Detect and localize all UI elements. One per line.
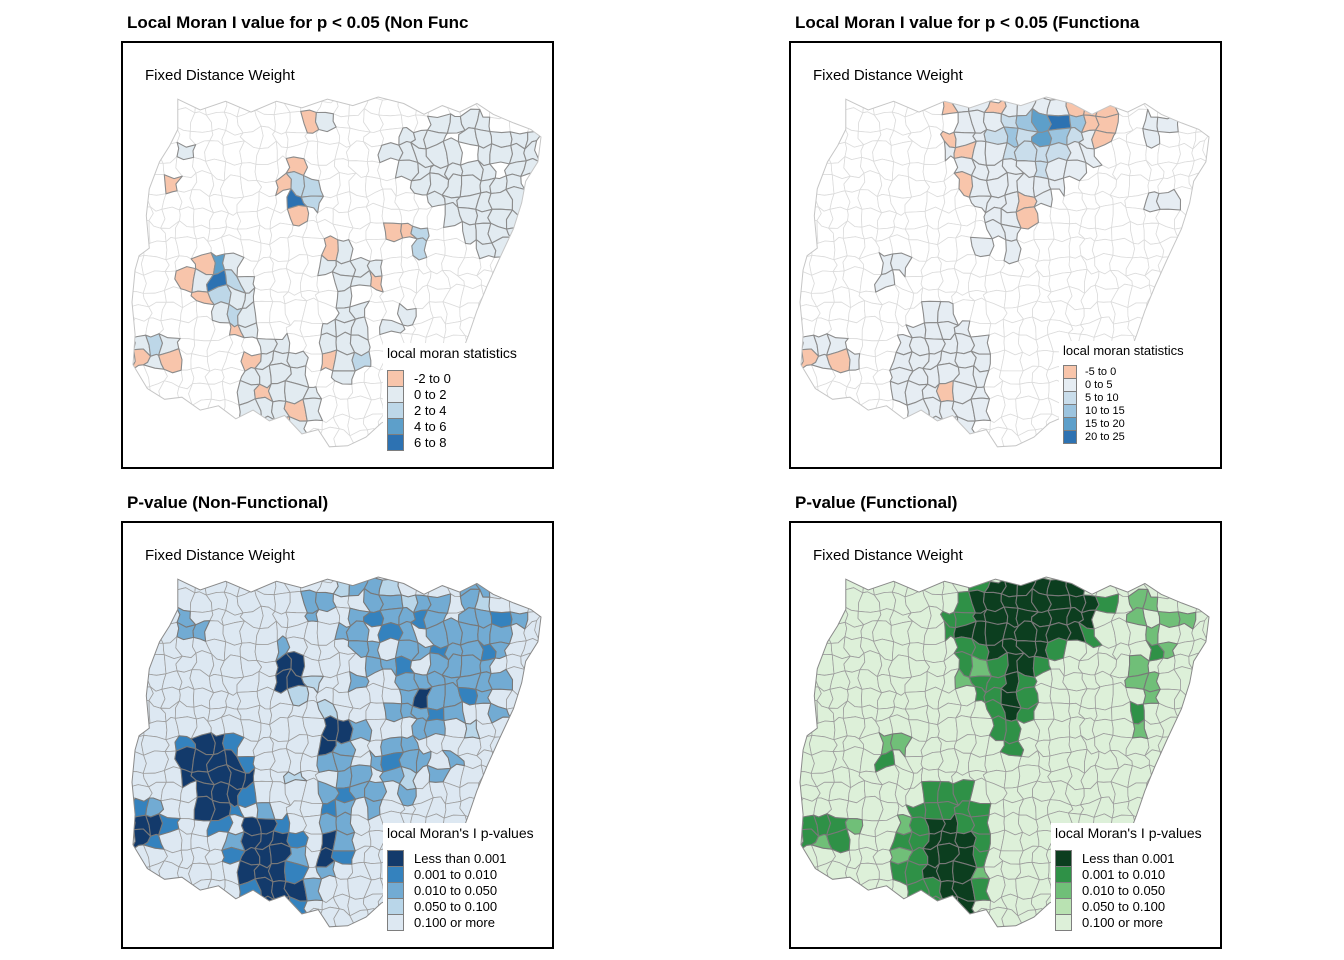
panel-title: Local Moran I value for p < 0.05 (Non Fu…	[127, 13, 469, 32]
legend-swatch	[387, 914, 404, 931]
panel-pvalue-nonfunctional: P-value (Non-Functional) Fixed Distance …	[121, 492, 554, 949]
weight-method-label: Fixed Distance Weight	[813, 547, 963, 564]
legend-item-label: 0.100 or more	[414, 915, 495, 930]
legend-swatch	[1063, 365, 1077, 379]
legend-item: 0.010 to 0.050	[1053, 882, 1202, 899]
legend-swatch	[387, 434, 404, 451]
legend-item: 5 to 10	[1061, 391, 1184, 405]
legend-item: 0.050 to 0.100	[385, 898, 534, 915]
legend-title: local Moran's I p-values	[1055, 825, 1202, 841]
legend-swatch	[387, 850, 404, 867]
legend-item-label: Less than 0.001	[1082, 851, 1175, 866]
legend-item-label: 6 to 8	[414, 435, 447, 450]
legend-swatch	[387, 402, 404, 419]
legend-swatch	[1055, 882, 1072, 899]
legend-item-label: 2 to 4	[414, 403, 447, 418]
legend-swatch	[387, 898, 404, 915]
legend-item-label: 0.100 or more	[1082, 915, 1163, 930]
legend-swatch	[387, 386, 404, 403]
legend-swatch	[1055, 866, 1072, 883]
map-legend: local Moran's I p-values Less than 0.001…	[383, 823, 540, 937]
weight-method-label: Fixed Distance Weight	[145, 547, 295, 564]
legend-swatch	[387, 866, 404, 883]
legend-item-label: -5 to 0	[1085, 366, 1117, 378]
legend-item-label: 0.010 to 0.050	[414, 883, 498, 898]
plot-frame: Fixed Distance Weight local Moran's I p-…	[789, 521, 1222, 949]
legend-swatch	[1063, 378, 1077, 392]
legend-item: 0.100 or more	[385, 914, 534, 931]
nigeria-choropleth-map	[799, 96, 1210, 448]
legend-item: 15 to 20	[1061, 417, 1184, 431]
plot-frame: Fixed Distance Weight local moran statis…	[121, 41, 554, 469]
legend-item-label: 15 to 20	[1085, 418, 1125, 430]
map-legend: local Moran's I p-values Less than 0.001…	[1051, 823, 1208, 937]
legend-item: Less than 0.001	[385, 850, 534, 867]
legend-item: 0.001 to 0.010	[385, 866, 534, 883]
legend-swatch	[1063, 391, 1077, 405]
legend-item-label: Less than 0.001	[414, 851, 507, 866]
legend-swatch	[387, 882, 404, 899]
weight-method-label: Fixed Distance Weight	[145, 67, 295, 84]
legend-item-label: 0 to 2	[414, 387, 447, 402]
legend-item-label: 20 to 25	[1085, 431, 1125, 443]
legend-item: 20 to 25	[1061, 430, 1184, 444]
legend-swatch	[1063, 417, 1077, 431]
legend-item: Less than 0.001	[1053, 850, 1202, 867]
legend-item-label: 0.050 to 0.100	[414, 899, 498, 914]
legend-swatch	[1063, 430, 1077, 444]
legend-items: Less than 0.001 0.001 to 0.010 0.010 to 0.…	[1053, 850, 1202, 931]
legend-item: 0 to 2	[385, 386, 517, 403]
legend-item: 10 to 15	[1061, 404, 1184, 418]
legend-title: local moran statistics	[1063, 343, 1184, 358]
legend-item-label: 0 to 5	[1085, 379, 1113, 391]
legend-item-label: 5 to 10	[1085, 392, 1119, 404]
legend-item: 2 to 4	[385, 402, 517, 419]
legend-items: Less than 0.001 0.001 to 0.010 0.010 to 0.…	[385, 850, 534, 931]
legend-swatch	[1063, 404, 1077, 418]
legend-item-label: 4 to 6	[414, 419, 447, 434]
legend-title: local Moran's I p-values	[387, 825, 534, 841]
legend-item: 0 to 5	[1061, 378, 1184, 392]
legend-item: -2 to 0	[385, 370, 517, 387]
panel-pvalue-functional: P-value (Functional) Fixed Distance Weig…	[789, 492, 1222, 949]
plot-frame: Fixed Distance Weight local Moran's I p-…	[121, 521, 554, 949]
panel-moran-functional: Local Moran I value for p < 0.05 (Functi…	[789, 12, 1222, 469]
legend-item-label: 0.001 to 0.010	[1082, 867, 1166, 882]
legend-item: 6 to 8	[385, 434, 517, 451]
legend-item-label: -2 to 0	[414, 371, 451, 386]
legend-item-label: 0.050 to 0.100	[1082, 899, 1166, 914]
legend-item: -5 to 0	[1061, 365, 1184, 379]
legend-item: 0.050 to 0.100	[1053, 898, 1202, 915]
legend-item-label: 10 to 15	[1085, 405, 1125, 417]
legend-swatch	[387, 418, 404, 435]
panel-moran-nonfunctional: Local Moran I value for p < 0.05 (Non Fu…	[121, 12, 554, 469]
legend-item: 0.100 or more	[1053, 914, 1202, 931]
plot-frame: Fixed Distance Weight local moran statis…	[789, 41, 1222, 469]
legend-swatch	[1055, 914, 1072, 931]
nigeria-choropleth-map	[131, 96, 542, 448]
legend-item: 0.001 to 0.010	[1053, 866, 1202, 883]
legend-swatch	[1055, 850, 1072, 867]
legend-item: 0.010 to 0.050	[385, 882, 534, 899]
legend-title: local moran statistics	[387, 345, 517, 361]
panel-title: P-value (Functional)	[795, 493, 958, 512]
weight-method-label: Fixed Distance Weight	[813, 67, 963, 84]
panel-title: P-value (Non-Functional)	[127, 493, 329, 512]
legend-swatch	[387, 370, 404, 387]
legend-item: 4 to 6	[385, 418, 517, 435]
legend-item-label: 0.001 to 0.010	[414, 867, 498, 882]
legend-swatch	[1055, 898, 1072, 915]
legend-item-label: 0.010 to 0.050	[1082, 883, 1166, 898]
panel-title: Local Moran I value for p < 0.05 (Functi…	[795, 13, 1140, 32]
